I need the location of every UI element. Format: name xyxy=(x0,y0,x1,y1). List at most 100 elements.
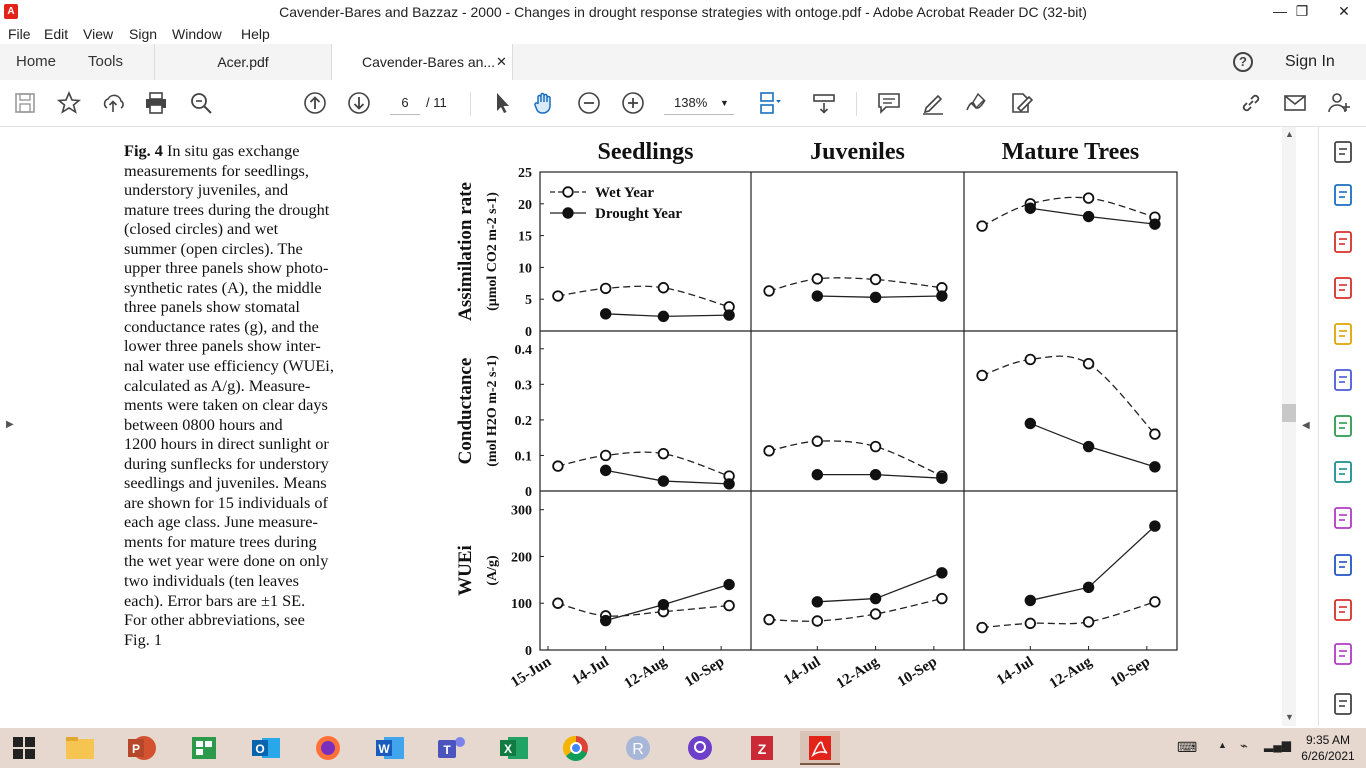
share-upload-icon[interactable] xyxy=(100,90,126,116)
scrollbar-thumb[interactable] xyxy=(1282,404,1296,422)
show-hidden-icons-icon[interactable]: ▲ xyxy=(1218,740,1227,750)
scroll-mode-icon[interactable] xyxy=(811,90,837,116)
save-icon[interactable] xyxy=(12,90,38,116)
edit-pdf-icon[interactable] xyxy=(1331,642,1355,666)
comment-icon[interactable] xyxy=(876,90,902,116)
caption-line: the wet year were done on only xyxy=(124,551,329,571)
wet-year-line xyxy=(768,440,943,477)
scroll-up-icon[interactable]: ▲ xyxy=(1285,129,1294,139)
highlight-pen-icon[interactable] xyxy=(920,90,946,116)
tab-acer-pdf[interactable]: Acer.pdf xyxy=(154,44,331,80)
legend-drought-marker xyxy=(562,207,574,219)
page-number-input[interactable]: 6 xyxy=(390,92,420,115)
caption-line: during sunflecks for understory xyxy=(124,453,329,473)
help-icon[interactable]: ? xyxy=(1233,52,1253,72)
excel-icon[interactable]: X xyxy=(494,731,534,765)
wet-year-point xyxy=(811,615,824,627)
drought-year-point xyxy=(657,310,670,323)
firefox-icon[interactable] xyxy=(308,731,348,765)
svg-text:O: O xyxy=(255,742,264,756)
add-user-icon[interactable] xyxy=(1326,90,1352,116)
create-pdf-icon[interactable] xyxy=(1331,276,1355,300)
windows-start-icon[interactable] xyxy=(4,731,44,765)
word-icon[interactable]: W xyxy=(370,731,410,765)
vertical-scrollbar[interactable]: ▲ ▼ xyxy=(1282,127,1296,726)
menu-file[interactable]: File xyxy=(8,26,31,42)
zoom-level-select[interactable]: 138% ▼ xyxy=(664,92,734,115)
minimize-button[interactable]: — xyxy=(1273,3,1287,19)
acrobat-icon[interactable] xyxy=(800,731,840,765)
export-pdf-icon[interactable] xyxy=(1331,183,1355,207)
page-up-icon[interactable] xyxy=(302,90,328,116)
sign-in-link[interactable]: Sign In xyxy=(1285,53,1335,70)
scroll-down-icon[interactable]: ▼ xyxy=(1285,712,1294,722)
organize-pages-icon[interactable] xyxy=(1331,230,1355,254)
plot-frame xyxy=(539,171,1178,651)
keyboard-icon[interactable]: ⌨ xyxy=(1177,739,1198,755)
figure-caption: Fig. 4 In situ gas exchange measurements… xyxy=(124,141,372,649)
outlook-icon[interactable]: O xyxy=(246,731,286,765)
more-tools-icon[interactable] xyxy=(1331,598,1355,622)
y-axis-label: Assimilation rate xyxy=(455,182,476,321)
wet-year-point xyxy=(869,440,882,453)
select-cursor-icon[interactable] xyxy=(489,90,515,116)
drought-year-point xyxy=(1024,417,1037,430)
github-icon[interactable] xyxy=(680,731,720,765)
hand-tool-icon[interactable] xyxy=(531,90,557,116)
tab-home[interactable]: Home xyxy=(16,53,57,70)
menu-window[interactable]: Window xyxy=(172,26,222,42)
menu-view[interactable]: View xyxy=(83,26,114,42)
caption-line: synthetic rates (A), the middle xyxy=(124,277,322,297)
network-icon[interactable]: ⌁ xyxy=(1240,738,1248,753)
edit-sign-icon[interactable] xyxy=(1008,90,1034,116)
close-window-button[interactable]: ✕ xyxy=(1338,3,1350,19)
drought-year-point xyxy=(869,592,882,605)
r-icon[interactable]: R xyxy=(618,731,658,765)
menu-sign[interactable]: Sign xyxy=(129,26,158,42)
comment-panel-icon[interactable] xyxy=(1331,322,1355,346)
email-icon[interactable] xyxy=(1282,90,1308,116)
caption-line: In situ gas exchange xyxy=(166,141,300,160)
menu-help[interactable]: Help xyxy=(241,26,270,42)
fill-sign-panel-icon[interactable] xyxy=(1331,506,1355,530)
close-tab-icon[interactable]: ✕ xyxy=(496,54,507,69)
wet-year-point xyxy=(552,290,564,302)
collapse-right-panel-icon[interactable]: ◀ xyxy=(1302,420,1310,431)
restore-button[interactable]: ❐ xyxy=(1295,3,1309,19)
bookmark-star-icon[interactable] xyxy=(56,90,82,116)
tab-cavender-bares-pdf[interactable]: Cavender-Bares an... ✕ xyxy=(331,44,513,81)
fit-page-icon[interactable] xyxy=(756,90,782,116)
tab-tools[interactable]: Tools xyxy=(88,53,124,70)
expand-left-panel-icon[interactable]: ▶ xyxy=(6,419,14,430)
caption-line: upper three panels show photo- xyxy=(124,258,329,278)
powerpoint-icon[interactable]: P xyxy=(122,731,162,765)
export-icon[interactable] xyxy=(1331,368,1355,392)
print-icon[interactable] xyxy=(143,90,169,116)
compress-icon[interactable] xyxy=(1331,414,1355,438)
link-icon[interactable] xyxy=(1238,90,1264,116)
chrome-icon[interactable] xyxy=(556,731,596,765)
window-title: Cavender-Bares and Bazzaz - 2000 - Chang… xyxy=(279,4,1087,20)
share-icon[interactable] xyxy=(1331,460,1355,484)
svg-text:P: P xyxy=(132,742,140,756)
fill-sign-icon[interactable] xyxy=(963,90,989,116)
column-title: Mature Trees xyxy=(1002,139,1140,165)
wifi-signal-icon[interactable]: ▂▄▆ xyxy=(1264,738,1291,752)
menu-edit[interactable]: Edit xyxy=(44,26,69,42)
file-explorer-icon[interactable] xyxy=(60,731,100,765)
wet-year-point xyxy=(936,592,948,605)
wet-year-point xyxy=(976,621,988,634)
collapse-icon[interactable] xyxy=(1331,692,1355,716)
zoom-in-icon[interactable] xyxy=(620,90,646,116)
zoom-out-icon[interactable] xyxy=(576,90,602,116)
protect-icon[interactable] xyxy=(1331,553,1355,577)
excel-green-icon[interactable] xyxy=(184,731,224,765)
zotero-icon[interactable]: Z xyxy=(742,731,782,765)
find-zoom-icon[interactable] xyxy=(188,90,214,116)
zoom-dropdown-icon[interactable]: ▼ xyxy=(720,98,729,108)
page-down-icon[interactable] xyxy=(346,90,372,116)
drought-year-point xyxy=(1149,520,1161,532)
teams-icon[interactable]: T xyxy=(432,731,472,765)
taskbar-clock[interactable]: 9:35 AM 6/26/2021 xyxy=(1290,732,1366,764)
zoom-tool-icon[interactable] xyxy=(1331,140,1355,164)
